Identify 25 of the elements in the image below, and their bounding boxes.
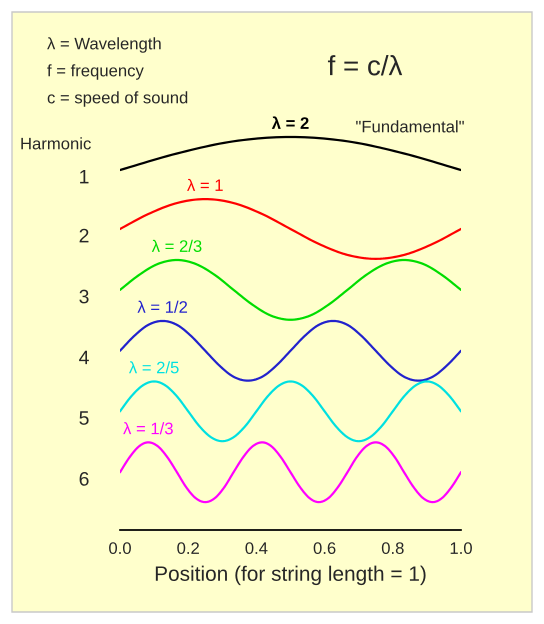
x-tick-label: 0.2 bbox=[177, 542, 199, 554]
series-label: λ = 1/2 bbox=[137, 300, 188, 313]
text: "Fundamental" bbox=[356, 120, 464, 132]
x-tick-label: 1.0 bbox=[450, 542, 472, 554]
text: c = speed of sound bbox=[48, 91, 188, 107]
series-label: λ = 2/3 bbox=[152, 240, 202, 252]
text: 6 bbox=[80, 472, 89, 486]
text: λ = Wavelength bbox=[47, 37, 161, 53]
text: 2 bbox=[80, 228, 88, 242]
text: Harmonic bbox=[21, 137, 91, 150]
series-label: λ = 1/3 bbox=[123, 422, 173, 434]
text: f = frequency bbox=[47, 64, 144, 80]
series-label: λ = 2/5 bbox=[128, 361, 179, 374]
text: 3 bbox=[79, 290, 89, 304]
text: f = c/λ bbox=[328, 55, 402, 76]
x-tick-label: 0.0 bbox=[109, 542, 131, 554]
text: 1 bbox=[80, 170, 88, 184]
x-tick-label: 0.8 bbox=[382, 542, 404, 554]
x-tick-label: 0.6 bbox=[314, 542, 336, 554]
text: 4 bbox=[79, 350, 89, 364]
series-label: λ = 1 bbox=[187, 178, 223, 191]
x-axis-title: Position (for string length = 1) bbox=[156, 566, 426, 586]
series-label: λ = 2 bbox=[272, 116, 309, 129]
x-tick-label: 0.4 bbox=[245, 542, 268, 554]
text: 5 bbox=[79, 411, 89, 425]
